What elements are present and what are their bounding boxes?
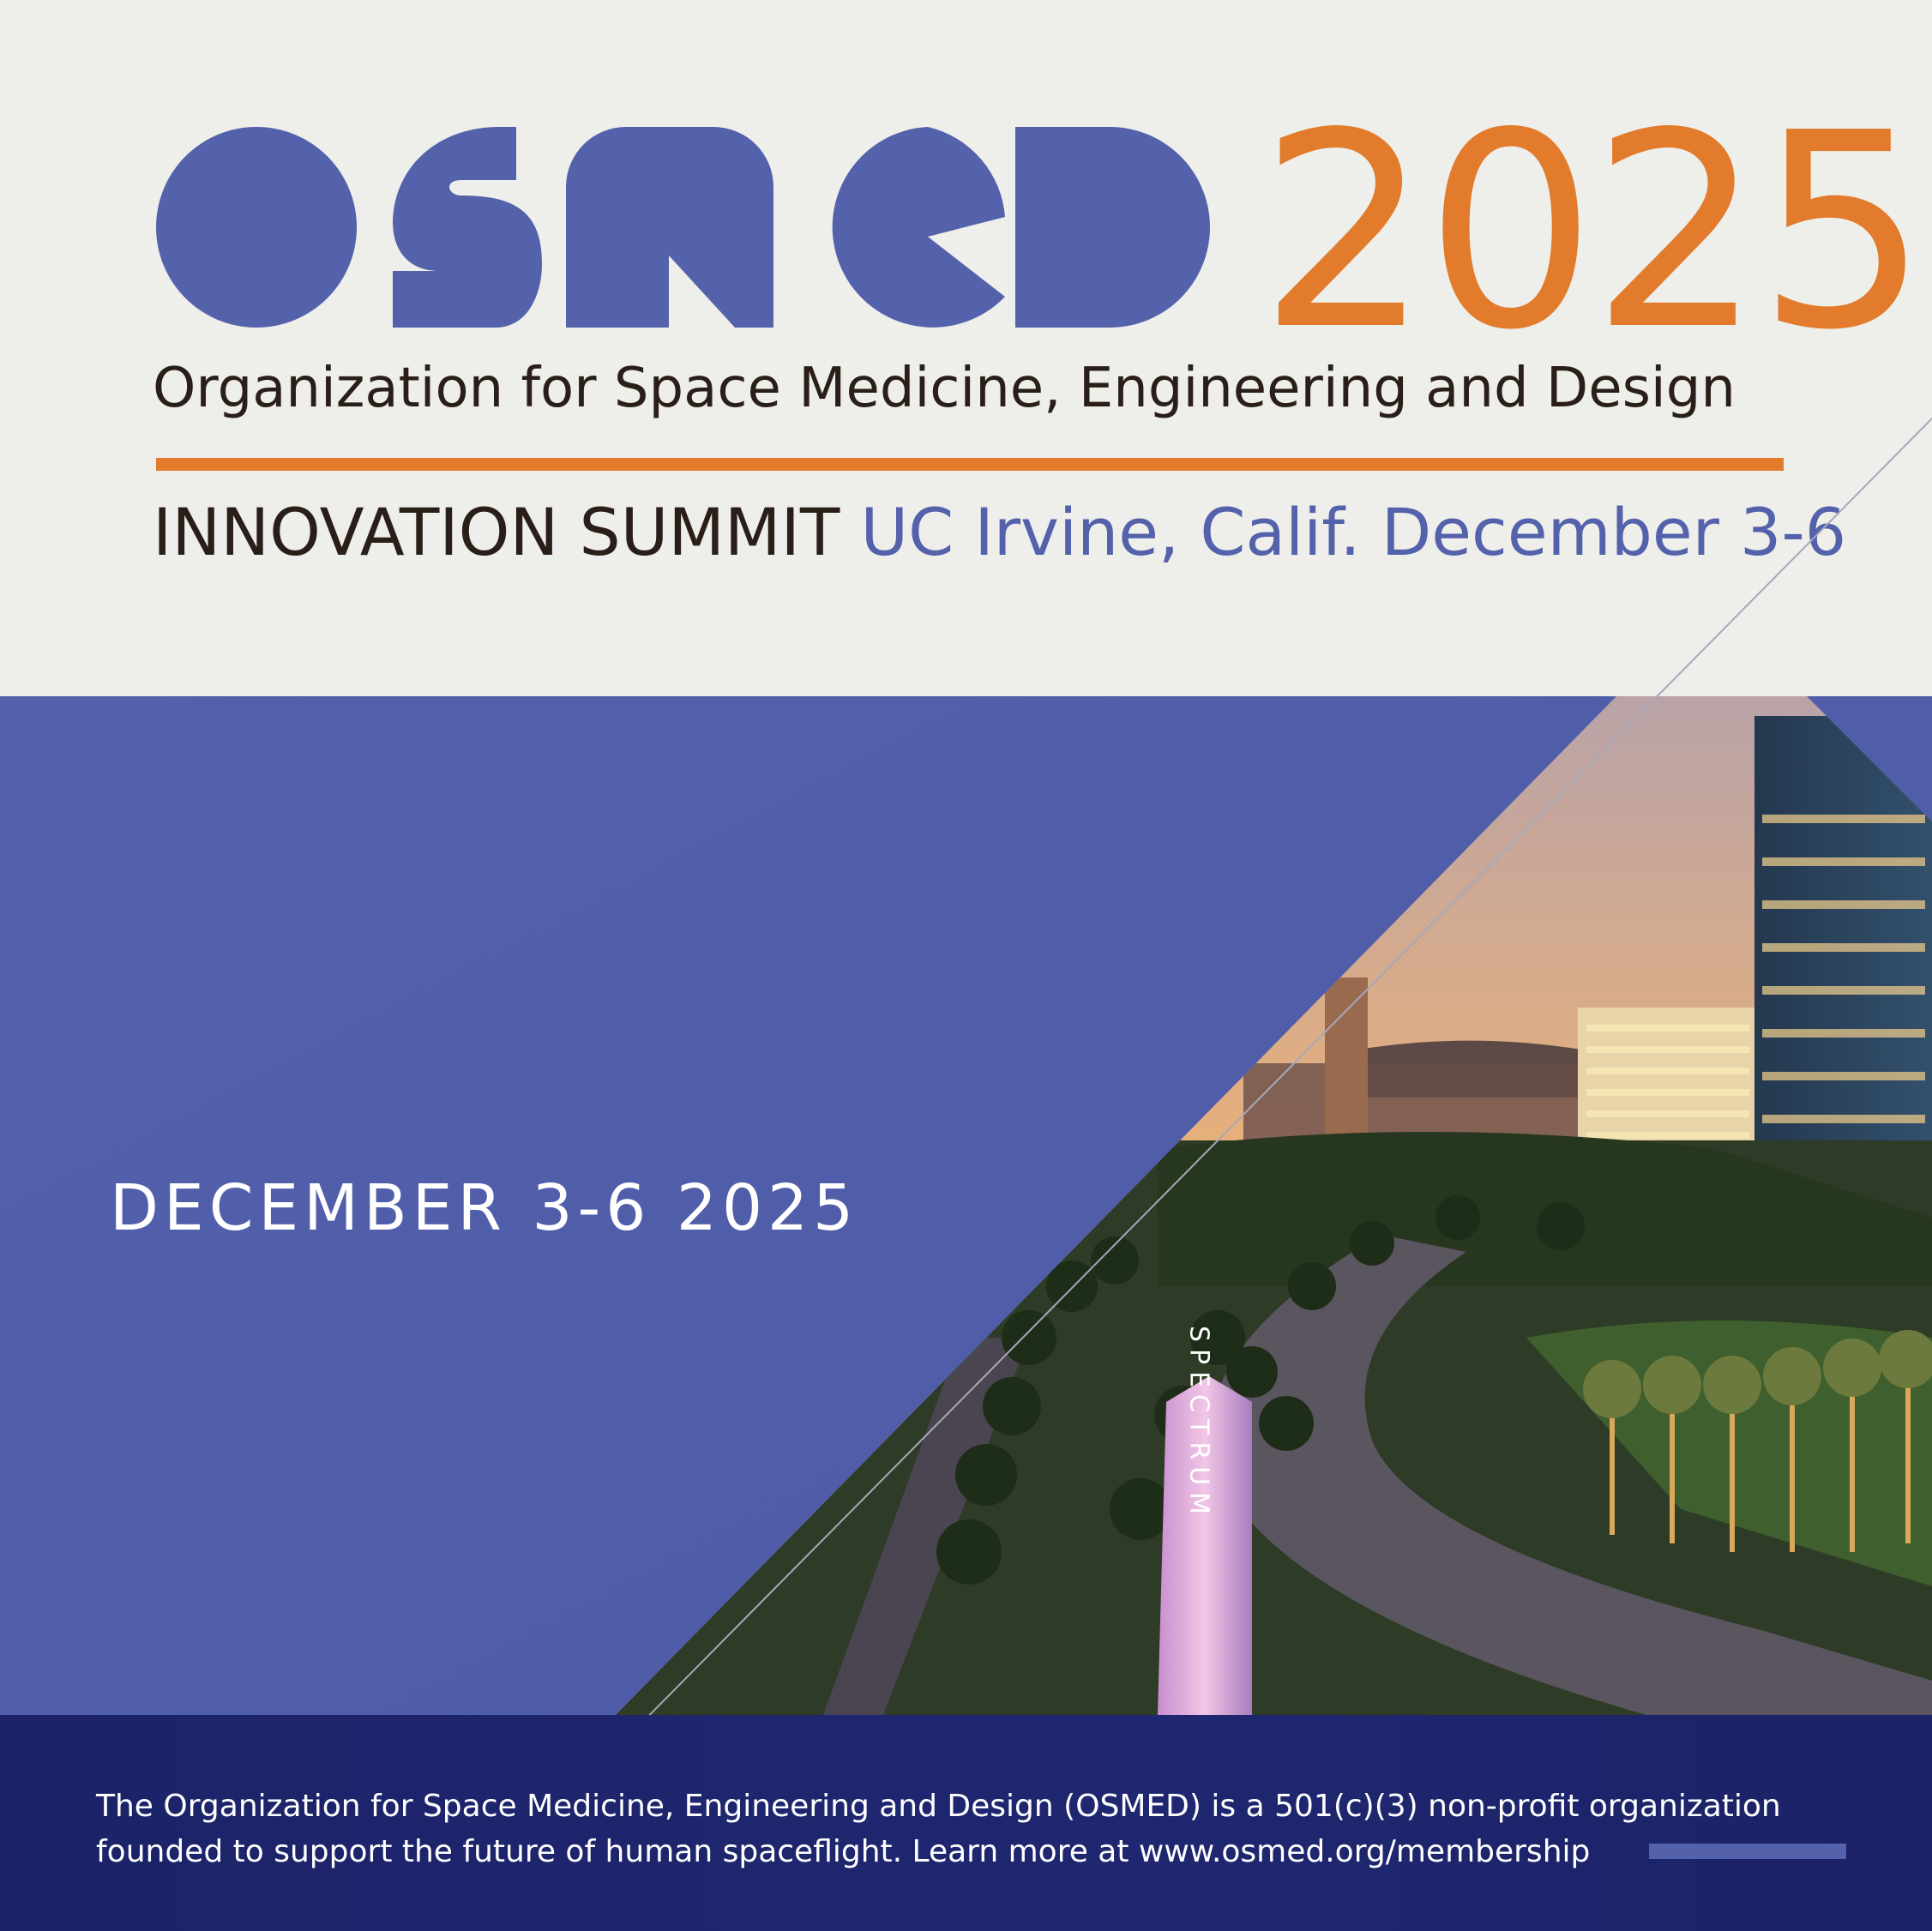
spectrum-sign [1158, 1376, 1252, 1715]
logo-letter-s [393, 127, 542, 328]
sign-text: SPECTRUM [1184, 1326, 1214, 1521]
osmed-logo [156, 127, 1210, 328]
footer-text: The Organization for Space Medicine, Eng… [96, 1784, 1863, 1874]
footer-line-2: founded to support the future of human s… [96, 1834, 1591, 1869]
organization-name: Organization for Space Medicine, Enginee… [153, 357, 1736, 420]
orange-divider [156, 458, 1784, 471]
logo-letter-m [566, 127, 773, 328]
summit-line: INNOVATION SUMMIT UC Irvine, Calif. Dece… [153, 493, 1846, 571]
event-date: DECEMBER 3-6 2025 [110, 1171, 859, 1245]
diagonal-accent-line [615, 418, 1932, 1750]
summit-location-date: UC Irvine, Calif. December 3-6 [860, 494, 1847, 570]
footer-accent-bar [1649, 1844, 1846, 1859]
logo-letter-e [832, 127, 1005, 328]
footer-line-1: The Organization for Space Medicine, Eng… [96, 1789, 1781, 1824]
footer-band [0, 1715, 1932, 1931]
summit-label: INNOVATION SUMMIT [153, 494, 840, 570]
curved-road [1210, 1235, 1932, 1715]
logo-letter-d [1015, 127, 1210, 328]
logo-letter-o [156, 127, 357, 328]
